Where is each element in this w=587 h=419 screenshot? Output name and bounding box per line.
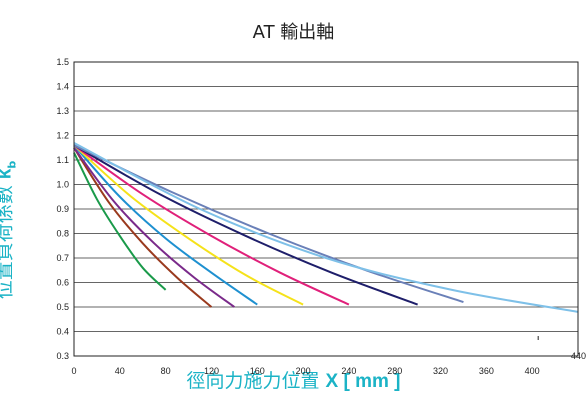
x-axis-label: 徑向力施力位置 X [ mm ] [0,366,587,393]
y-tick-label: 1.2 [56,131,69,141]
y-tick-label: 1.3 [56,106,69,116]
y-tick-label: 0.3 [56,351,69,361]
x-tick-label: 360 [479,366,494,376]
y-tick-label: 0.8 [56,229,69,239]
y-tick-label: 0.4 [56,327,69,337]
chart-title: AT 輸出軸 [252,22,335,43]
y-tick-label: 1.5 [56,57,69,67]
series-lines [73,141,579,313]
x-axis-label-text: 徑向力施力位置 [186,370,320,392]
y-tick-label: 0.5 [56,302,69,312]
series-line-2 [73,147,213,308]
y-tick-label: 0.9 [56,204,69,214]
series-line-1 [73,152,167,291]
y-tick-label: 0.7 [56,253,69,263]
series-line-6 [73,144,350,306]
x-tick-label: 240 [341,366,356,376]
y-tick-label: 1.4 [56,82,69,92]
series-line-4 [73,144,258,306]
x-tick-label: 200 [296,366,311,376]
x-tick-label: 280 [387,366,402,376]
x-tick-label: 0 [71,366,76,376]
series-line-9 [73,141,579,313]
x-tick-label: 320 [433,366,448,376]
x-axis-label-symbol: X [ mm ] [325,371,401,392]
x-tick-label: 160 [250,366,265,376]
y-tick-label: 0.6 [56,278,69,288]
series-line-3 [73,147,235,308]
x-tick-label: 120 [204,366,219,376]
series-line-5 [73,144,304,306]
y-tick-label: 1.0 [56,180,69,190]
y-tick-label: 1.1 [56,155,69,165]
grid-lines [74,86,578,332]
x-tick-label: 40 [115,366,125,376]
x-tick-label: 80 [161,366,171,376]
plot-area-frame [73,61,579,357]
x-tick-label: 400 [525,366,540,376]
series-line-7 [73,144,418,306]
series-line-8 [73,144,464,304]
y-tick-labels: 0.3 0.4 0.5 0.6 0.7 0.8 0.9 1.0 1.1 1.2 1.3 1.4 1.5 [56,57,69,361]
